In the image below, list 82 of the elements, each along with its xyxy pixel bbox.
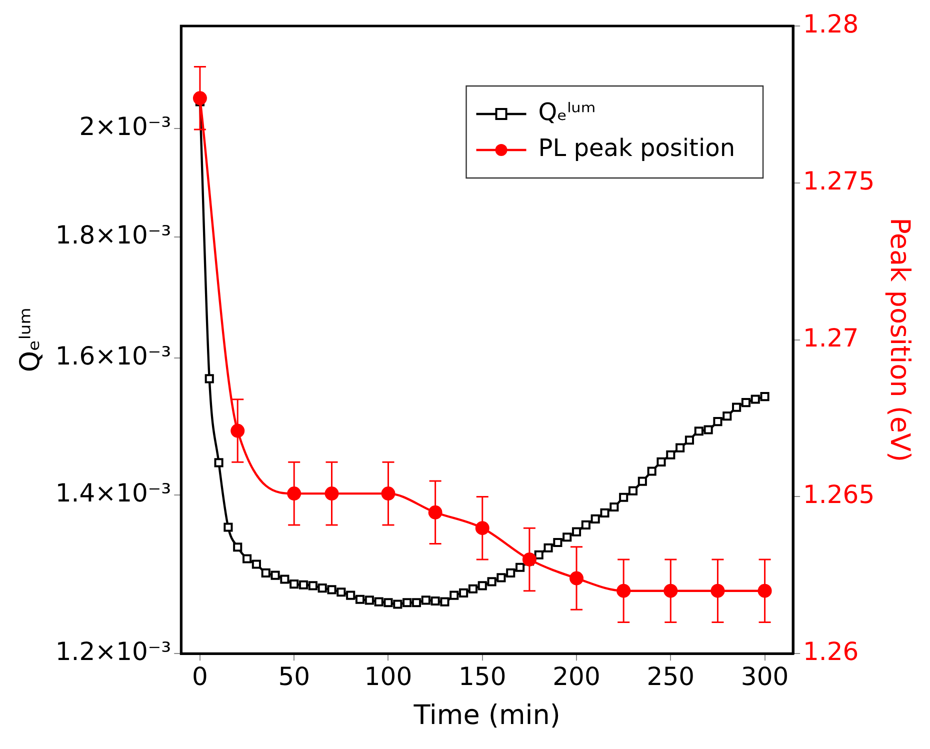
y-axis-title: Qₑˡᵘᵐ <box>15 307 46 372</box>
point <box>628 486 638 496</box>
point <box>421 596 430 605</box>
point <box>676 443 685 452</box>
x-tick-label: 50 <box>278 662 310 692</box>
point <box>553 538 562 548</box>
y2-axis-title: Peak position (eV) <box>884 218 915 462</box>
point <box>741 398 750 408</box>
y2-tick-label: 1.265 <box>803 480 875 510</box>
point <box>590 514 600 524</box>
point <box>638 476 647 486</box>
point <box>713 417 722 426</box>
point <box>393 600 402 609</box>
point <box>261 568 270 578</box>
y2-tick-label: 1.28 <box>803 10 859 38</box>
point <box>562 532 572 542</box>
point <box>270 570 280 580</box>
point <box>750 394 760 404</box>
point <box>374 597 384 606</box>
point <box>440 597 450 606</box>
point <box>290 580 299 589</box>
point <box>600 508 610 518</box>
point <box>487 577 496 586</box>
point <box>544 543 553 552</box>
y-tick-label: 1.2×10⁻³ <box>55 637 172 666</box>
legend-label: Qₑˡᵘᵐ <box>538 98 596 126</box>
point <box>534 550 544 560</box>
point <box>327 585 336 594</box>
point <box>572 527 582 536</box>
x-tick-label: 100 <box>364 662 412 692</box>
point <box>252 560 261 569</box>
point <box>384 598 393 608</box>
y2-tick-label: 1.27 <box>803 323 859 352</box>
point <box>224 522 233 532</box>
point <box>515 562 525 572</box>
point <box>704 425 713 434</box>
point <box>656 457 666 466</box>
point <box>506 568 516 578</box>
point <box>610 502 619 512</box>
point <box>478 581 487 590</box>
point <box>722 412 732 421</box>
point <box>450 590 459 600</box>
point <box>760 392 770 402</box>
y-tick-label: 1.6×10⁻³ <box>55 341 172 370</box>
point <box>647 466 656 476</box>
point <box>619 492 628 502</box>
point <box>581 520 590 530</box>
point <box>298 580 308 590</box>
point <box>732 402 742 412</box>
point <box>666 450 676 460</box>
y-tick-label: 1.8×10⁻³ <box>55 220 172 250</box>
point <box>318 584 327 593</box>
y-tick-label: 1.4×10⁻³ <box>55 478 172 508</box>
point <box>355 594 365 604</box>
point <box>412 598 422 608</box>
point <box>336 588 346 597</box>
point <box>430 596 440 606</box>
point <box>280 574 290 584</box>
point <box>204 374 214 384</box>
x-tick-label: 200 <box>552 662 600 692</box>
point <box>522 552 536 566</box>
point <box>242 554 252 564</box>
x-tick-label: 300 <box>740 662 789 692</box>
y-tick-label: 2×10⁻³ <box>79 112 172 142</box>
x-axis-title: Time (min) <box>412 700 560 731</box>
point <box>308 581 318 590</box>
point <box>684 436 694 445</box>
point <box>496 573 506 582</box>
legend-label: PL peak position <box>538 134 736 162</box>
y2-tick-label: 1.275 <box>803 166 875 196</box>
point <box>346 590 356 600</box>
x-tick-label: 250 <box>646 662 695 692</box>
point <box>694 426 704 436</box>
point <box>468 584 478 594</box>
point <box>233 542 242 552</box>
x-tick-label: 150 <box>458 662 506 692</box>
point <box>214 458 224 468</box>
point <box>402 598 412 608</box>
x-tick-label: 0 <box>192 662 208 692</box>
y2-tick-label: 1.26 <box>803 637 859 666</box>
point <box>364 596 374 605</box>
point <box>459 588 468 598</box>
